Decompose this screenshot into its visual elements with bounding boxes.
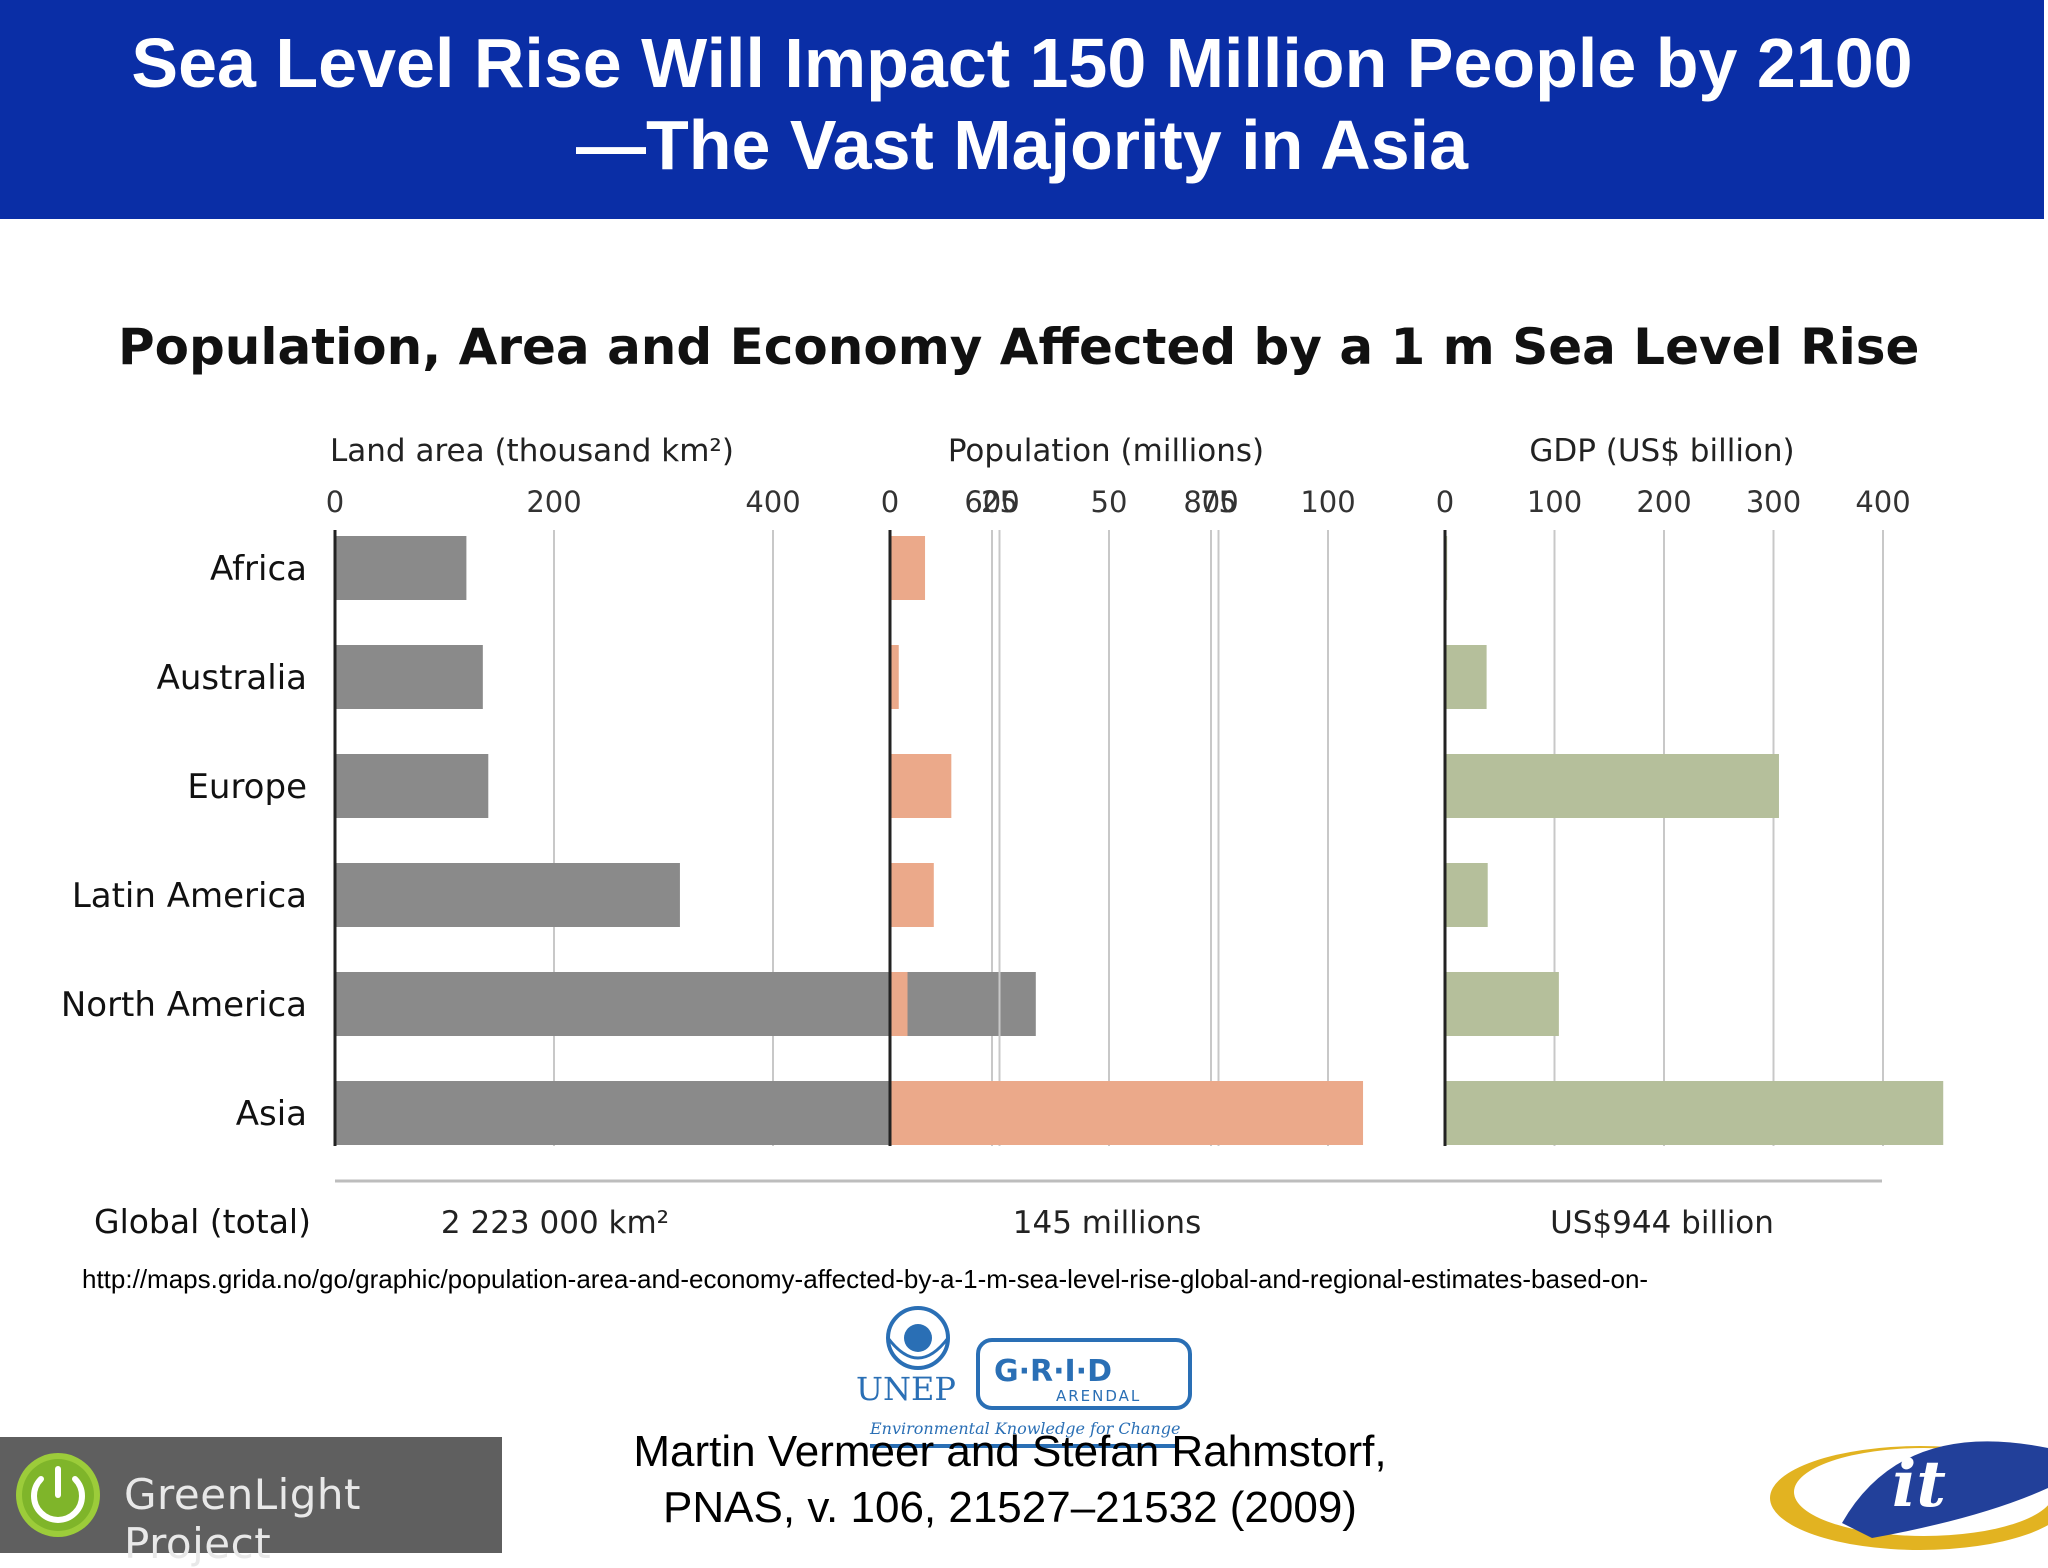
power-icon <box>16 1453 100 1537</box>
panel-total-label: 145 millions <box>1013 1205 1201 1241</box>
greenlight-logo-text: GreenLight Project <box>124 1470 362 1568</box>
tick-label: 25 <box>981 485 1018 519</box>
tick-label: 75 <box>1200 485 1237 519</box>
tick-label: 800 <box>1183 485 1238 519</box>
tick-label: 50 <box>1091 485 1128 519</box>
chart-panel: Population (millions) 0 25 50 75 100 145 milli… <box>881 433 1364 1241</box>
un-emblem-icon <box>886 1306 950 1370</box>
bar <box>1445 972 1559 1036</box>
panel-total-label: 2 223 000 km² <box>441 1205 669 1241</box>
bar <box>890 1081 1364 1145</box>
bar <box>1445 645 1487 709</box>
category-label: North America <box>61 985 307 1025</box>
category-label: Latin America <box>72 876 307 916</box>
chart-panels: Land area (thousand km²) 0 200 400 600 800 2 2… <box>326 433 1944 1241</box>
greenlight-logo: GreenLight Project <box>0 1437 502 1568</box>
citation-journal: PNAS, v. 106, 21527–21532 (2009) <box>663 1483 1357 1532</box>
grid-logo-text: G·R·I·D <box>994 1354 1112 1389</box>
bar <box>335 972 1036 1036</box>
bar <box>890 754 952 818</box>
unep-logo-text: UNEP <box>856 1370 956 1408</box>
bar <box>890 863 934 927</box>
grid-logo-box <box>976 1338 1192 1410</box>
tick-label: 0 <box>881 485 899 519</box>
bar <box>1445 863 1488 927</box>
category-labels: Africa Australia Europe Latin America North … <box>61 549 307 1134</box>
it2-logo: it <box>1770 1441 2048 1550</box>
unep-grid-logo: UNEP G·R·I·D ARENDAL Environmental Knowl… <box>856 1306 1192 1448</box>
tick-label: 200 <box>1636 485 1691 519</box>
tick-label: 400 <box>745 485 800 519</box>
bar <box>1445 754 1779 818</box>
chart-title: Population, Area and Economy Affected by… <box>118 318 1919 376</box>
bar <box>890 536 926 600</box>
tick-label: 300 <box>1746 485 1801 519</box>
bar <box>1445 1081 1944 1145</box>
panel-axis-label: Population (millions) <box>948 433 1264 469</box>
citation: Martin Vermeer and Stefan Rahmstorf, PNA… <box>560 1424 1460 1536</box>
title-banner: Sea Level Rise Will Impact 150 Million P… <box>0 0 2044 219</box>
category-label: Africa <box>210 549 307 589</box>
tick-label: 600 <box>964 485 1019 519</box>
tick-label: 100 <box>1300 485 1355 519</box>
page-title: Sea Level Rise Will Impact 150 Million P… <box>0 22 2044 186</box>
category-label: Australia <box>157 658 307 698</box>
bar <box>335 536 467 600</box>
tick-label: 100 <box>1527 485 1582 519</box>
tick-label: 0 <box>1436 485 1454 519</box>
page-title-line2: —The Vast Majority in Asia <box>575 106 1469 184</box>
global-total-label: Global (total) <box>94 1202 311 1241</box>
it2-logo-text: it <box>1892 1447 1946 1522</box>
bar <box>335 863 680 927</box>
bar <box>890 645 899 709</box>
panel-axis-label: Land area (thousand km²) <box>330 433 734 469</box>
category-label: Europe <box>187 767 307 807</box>
bar <box>335 645 483 709</box>
category-label: Asia <box>236 1094 307 1134</box>
tick-label: 0 <box>326 485 344 519</box>
panel-axis-label: GDP (US$ billion) <box>1529 433 1794 469</box>
panel-total-label: US$944 billion <box>1550 1205 1774 1241</box>
tick-label: 400 <box>1855 485 1910 519</box>
bar <box>335 754 489 818</box>
bar <box>890 972 908 1036</box>
page-title-line1: Sea Level Rise Will Impact 150 Million P… <box>131 24 1913 102</box>
sea-level-chart: Population, Area and Economy Affected by… <box>61 318 1944 1241</box>
chart-panel: GDP (US$ billion) 0 100 200 300 400 US$944 bil… <box>1436 433 1944 1241</box>
unep-tagline: Environmental Knowledge for Change <box>869 1419 1180 1438</box>
citation-authors: Martin Vermeer and Stefan Rahmstorf, <box>633 1427 1387 1476</box>
arendal-logo-text: ARENDAL <box>1056 1387 1141 1405</box>
tick-label: 200 <box>526 485 581 519</box>
source-url[interactable]: http://maps.grida.no/go/graphic/populati… <box>82 1264 1649 1294</box>
